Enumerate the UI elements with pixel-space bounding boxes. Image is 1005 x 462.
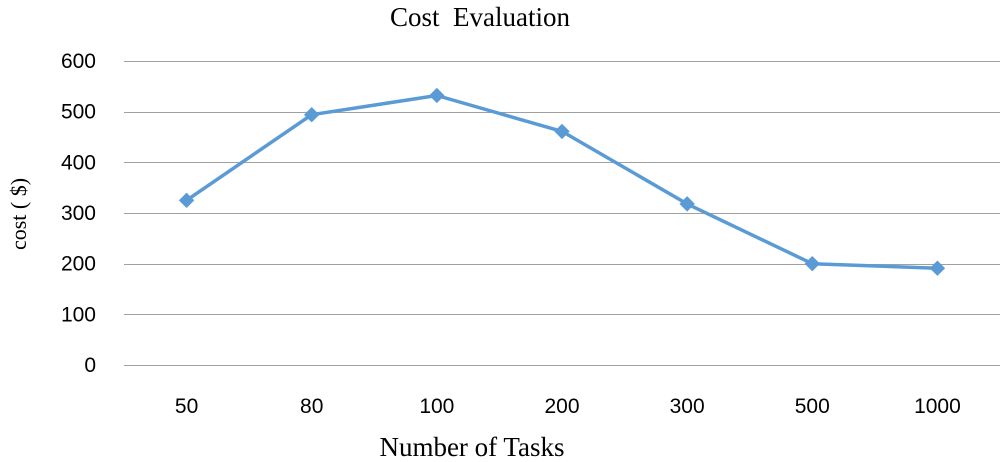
y-tick-label: 100: [61, 303, 96, 326]
gridlines: [124, 61, 1000, 366]
x-tick-label: 1000: [914, 395, 961, 418]
y-tick-label: 400: [61, 151, 96, 174]
x-axis-ticks: 50 80 100 200 300 500 1000: [175, 395, 961, 418]
y-tick-label: 500: [61, 101, 96, 124]
data-point-50: [178, 192, 195, 209]
y-tick-label: 600: [61, 50, 96, 73]
data-point-1000: [929, 260, 946, 276]
x-tick-label: 300: [670, 395, 705, 418]
x-tick-label: 200: [544, 395, 579, 418]
x-tick-label: 50: [175, 395, 198, 418]
y-tick-label: 200: [61, 253, 96, 276]
x-tick-label: 100: [419, 395, 454, 418]
x-axis-label: Number of Tasks: [379, 432, 564, 462]
series-line: [184, 93, 940, 270]
y-tick-label: 0: [84, 354, 96, 377]
data-point-80: [304, 106, 320, 123]
data-point-100: [429, 87, 445, 104]
y-axis-ticks: 0 100 200 300 400 500 600: [61, 50, 96, 377]
data-point-500: [804, 255, 820, 272]
data-point-200: [554, 123, 570, 140]
y-axis-label: cost ( $): [6, 178, 31, 250]
x-tick-label: 80: [300, 395, 323, 418]
data-point-300: [679, 196, 695, 212]
y-tick-label: 300: [61, 202, 96, 225]
x-tick-label: 500: [795, 395, 830, 418]
series-layer: [178, 87, 946, 276]
chart-title: Cost Evaluation: [390, 2, 570, 32]
